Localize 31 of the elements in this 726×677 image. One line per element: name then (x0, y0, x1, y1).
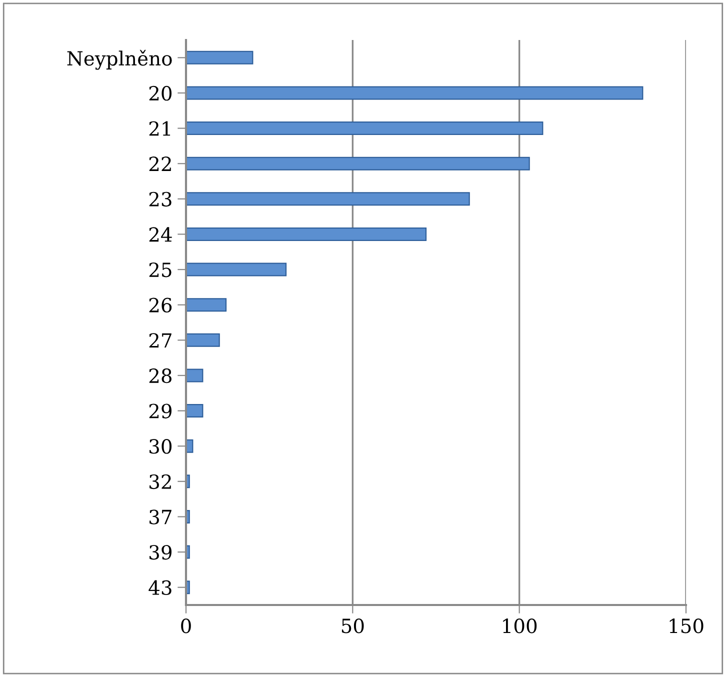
y-tick-label: 27 (149, 333, 172, 348)
bar (186, 298, 227, 312)
y-tick-label: 39 (150, 544, 172, 560)
bar (186, 227, 427, 241)
x-tick-label: 0 (181, 618, 191, 634)
y-tick-label: 43 (148, 580, 172, 596)
y-tick-label: 26 (149, 298, 172, 313)
y-tick-label: 30 (150, 439, 172, 454)
x-tick-label: 100 (503, 618, 537, 634)
y-tick-label: 28 (149, 368, 172, 384)
y-tick-label: Neyplněno (67, 50, 172, 70)
y-tick-label: 23 (149, 192, 172, 207)
y-tick-label: 37 (150, 510, 172, 524)
y-tick-label: 29 (149, 404, 172, 418)
x-tick-label: 150 (670, 618, 704, 634)
y-tick-label: 24 (149, 227, 172, 242)
y-tick-label: 22 (149, 156, 171, 171)
bar (186, 50, 254, 64)
bar (186, 333, 220, 347)
bar (186, 156, 530, 170)
y-tick-label: 21 (149, 121, 170, 136)
bar (186, 368, 204, 382)
bar (186, 122, 544, 136)
bar (186, 192, 470, 206)
x-tick-label: 50 (342, 618, 364, 634)
bar (186, 86, 644, 100)
y-tick-label: 25 (149, 262, 172, 278)
bar (186, 262, 287, 276)
y-tick-label: 20 (149, 86, 172, 101)
bar (186, 404, 204, 418)
y-tick-label: 32 (150, 474, 171, 490)
